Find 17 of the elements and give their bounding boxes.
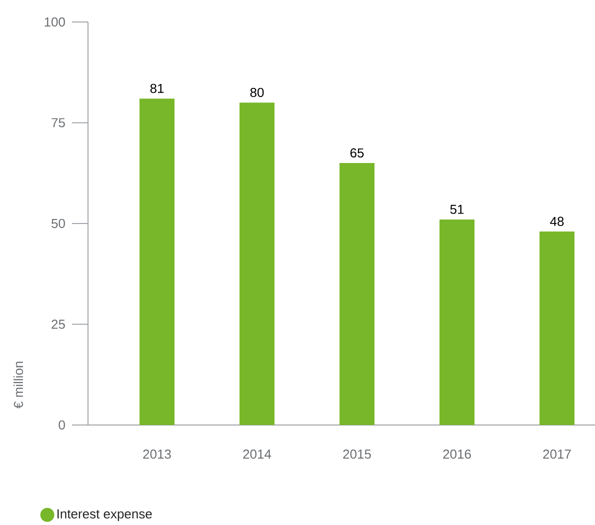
data-label: 65 <box>350 148 364 158</box>
x-tick-label: 2017 <box>543 450 571 459</box>
data-label: 80 <box>250 88 264 98</box>
data-label: 81 <box>150 84 164 94</box>
y-axis-title: € million <box>14 362 24 408</box>
data-label: 48 <box>550 216 564 226</box>
x-tick-label: 2015 <box>343 450 371 459</box>
legend-label: Interest expense <box>58 509 152 522</box>
x-tick-label: 2013 <box>143 450 171 459</box>
y-tick-label: 100 <box>44 17 65 27</box>
y-tick-label: 0 <box>58 420 65 430</box>
y-tick-label: 75 <box>52 118 65 128</box>
data-label: 51 <box>450 204 464 214</box>
x-tick-label: 2016 <box>443 450 471 459</box>
x-tick-label: 2014 <box>243 450 272 459</box>
y-tick-label: 50 <box>52 218 65 228</box>
y-tick-label: 25 <box>52 320 65 329</box>
